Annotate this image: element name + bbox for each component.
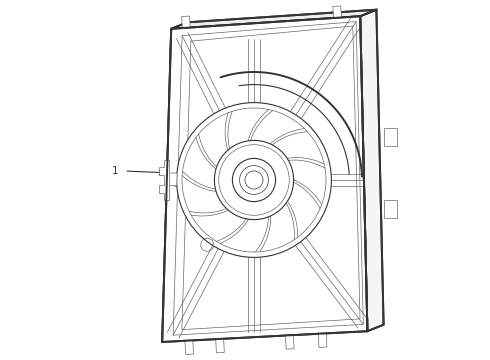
Circle shape	[215, 140, 294, 220]
Polygon shape	[384, 200, 397, 218]
Circle shape	[245, 171, 263, 189]
Polygon shape	[286, 335, 294, 349]
Polygon shape	[360, 10, 384, 331]
Circle shape	[176, 103, 331, 257]
Circle shape	[240, 166, 269, 194]
Polygon shape	[318, 333, 327, 347]
Polygon shape	[333, 6, 342, 18]
Polygon shape	[167, 173, 177, 186]
Polygon shape	[216, 339, 224, 353]
Circle shape	[232, 158, 275, 202]
Polygon shape	[159, 160, 170, 200]
Polygon shape	[182, 16, 190, 28]
Polygon shape	[185, 341, 194, 355]
Polygon shape	[171, 10, 376, 29]
Polygon shape	[384, 128, 397, 146]
Polygon shape	[162, 16, 368, 342]
Text: 1: 1	[112, 166, 119, 176]
